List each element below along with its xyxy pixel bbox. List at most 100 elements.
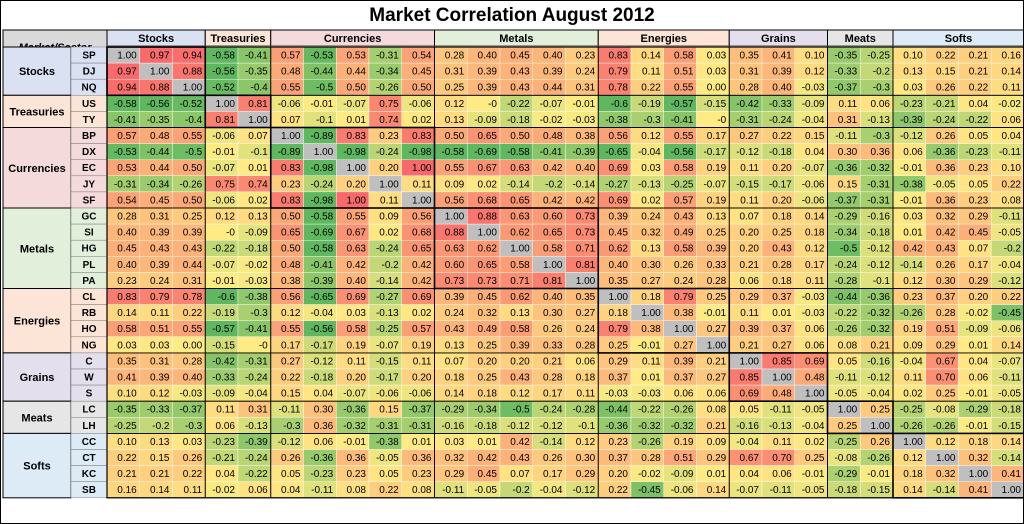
cell-value: 0.24 — [445, 308, 465, 319]
cell-value: -0.13 — [638, 179, 661, 190]
cell-value: -0.07 — [343, 99, 366, 110]
cell-value: 0.39 — [609, 212, 629, 223]
cell-value: 0.19 — [347, 340, 367, 351]
cell-value: -0.36 — [834, 163, 857, 174]
cell-value: -0.24 — [540, 405, 563, 416]
cell-value: 0.42 — [412, 276, 432, 287]
cell-value: -0.04 — [867, 389, 890, 400]
cell-value: -0.01 — [965, 421, 988, 432]
cell-value: 0.79 — [150, 292, 170, 303]
cell-value: -0.37 — [179, 405, 202, 416]
cell-value: -0.45 — [638, 485, 661, 496]
cell-value: 0.06 — [740, 276, 760, 287]
cell-value: 0.37 — [936, 292, 956, 303]
cell-value: -0.5 — [185, 147, 203, 158]
cell-value: 0.12 — [641, 131, 661, 142]
cell-value: -0.36 — [867, 292, 890, 303]
cell-value: 0.10 — [117, 389, 137, 400]
cell-value: 0.68 — [412, 228, 432, 239]
cell-value: -0.03 — [802, 308, 825, 319]
cell-value: 0.42 — [510, 437, 530, 448]
cell-value: 0.81 — [576, 260, 596, 271]
cell-value: 0.30 — [543, 308, 563, 319]
cell-value: 0.22 — [379, 485, 399, 496]
cell-value: 0.94 — [183, 51, 203, 62]
cell-value: 0.21 — [740, 340, 760, 351]
cell-value: 0.28 — [183, 356, 203, 367]
cell-value: -0.41 — [310, 260, 333, 271]
cell-value: -0.24 — [376, 244, 399, 255]
cell-value: -0.03 — [605, 389, 628, 400]
cell-value: 0.19 — [674, 437, 694, 448]
cell-value: 0.67 — [936, 356, 956, 367]
cell-value: 0.14 — [1002, 437, 1022, 448]
row-symbol-label: HO — [82, 324, 97, 335]
cell-value: 0.69 — [609, 195, 629, 206]
row-symbol-label: EC — [82, 163, 96, 174]
cell-value: 0.81 — [543, 276, 563, 287]
cell-value: 0.14 — [1002, 340, 1022, 351]
cell-value: 0.48 — [772, 389, 792, 400]
cell-value: -0.04 — [310, 308, 333, 319]
cell-value: 0.58 — [510, 260, 530, 271]
cell-value: 0.37 — [674, 373, 694, 384]
cell-value: 0.22 — [1002, 179, 1022, 190]
cell-value: 0.45 — [412, 67, 432, 78]
cell-value: 0.39 — [183, 228, 203, 239]
cell-value: 0.20 — [772, 163, 792, 174]
cell-value: 0.00 — [183, 340, 203, 351]
row-symbol-label: BP — [82, 131, 96, 142]
cell-value: -0.37 — [834, 83, 857, 94]
cell-value: -0.42 — [736, 99, 759, 110]
cell-value: -0.18 — [474, 421, 497, 432]
cell-value: 0.43 — [936, 244, 956, 255]
cell-value: 0.42 — [478, 453, 498, 464]
cell-value: 0.63 — [510, 163, 530, 174]
cell-value: 0.88 — [150, 83, 170, 94]
cell-value: -0.37 — [834, 195, 857, 206]
cell-value: -0.58 — [114, 99, 137, 110]
cell-value: -0.14 — [507, 179, 530, 190]
cell-value: 0.37 — [609, 453, 629, 464]
cell-value: -0.05 — [998, 389, 1021, 400]
cell-value: 0.57 — [117, 131, 137, 142]
cell-value: -0.12 — [867, 244, 890, 255]
cell-value: 1.00 — [510, 244, 530, 255]
cell-value: 0.15 — [379, 405, 399, 416]
cell-value: -0.45 — [998, 308, 1021, 319]
cell-value: 0.25 — [772, 228, 792, 239]
cell-value: -0.03 — [245, 276, 268, 287]
cell-value: 0.40 — [772, 83, 792, 94]
cell-value: 0.26 — [871, 437, 891, 448]
cell-value: -0.04 — [802, 115, 825, 126]
cell-value: -0.2 — [545, 179, 563, 190]
cell-value: 0.48 — [805, 373, 825, 384]
cell-value: 0.25 — [838, 421, 858, 432]
cell-value: -0.34 — [376, 67, 399, 78]
cell-value: -0.08 — [933, 405, 956, 416]
row-symbol-label: HG — [82, 244, 97, 255]
diagonal-block-border — [204, 94, 272, 129]
cell-value: -0.06 — [802, 179, 825, 190]
cell-value: -0.21 — [212, 453, 235, 464]
cell-value: -0.18 — [507, 115, 530, 126]
cell-value: -0.25 — [900, 405, 923, 416]
cell-value: -0.12 — [998, 276, 1021, 287]
cell-value: 0.39 — [150, 373, 170, 384]
cell-value: 0.57 — [281, 51, 301, 62]
cell-value: 0.21 — [707, 421, 727, 432]
cell-value: -0.26 — [933, 421, 956, 432]
cell-value: 0.13 — [707, 212, 727, 223]
cell-value: 0.27 — [641, 276, 661, 287]
cell-value: -0.04 — [736, 437, 759, 448]
cell-value: 0.74 — [248, 179, 268, 190]
cell-value: 0.01 — [347, 115, 367, 126]
cell-value: 0.12 — [510, 389, 530, 400]
cell-value: 0.02 — [641, 195, 661, 206]
cell-value: 0.28 — [576, 340, 596, 351]
cell-value: -0 — [488, 99, 497, 110]
cell-value: 1.00 — [641, 308, 661, 319]
cell-value: -0.44 — [605, 405, 628, 416]
cell-value: -0.01 — [310, 99, 333, 110]
cell-value: 0.21 — [969, 51, 989, 62]
